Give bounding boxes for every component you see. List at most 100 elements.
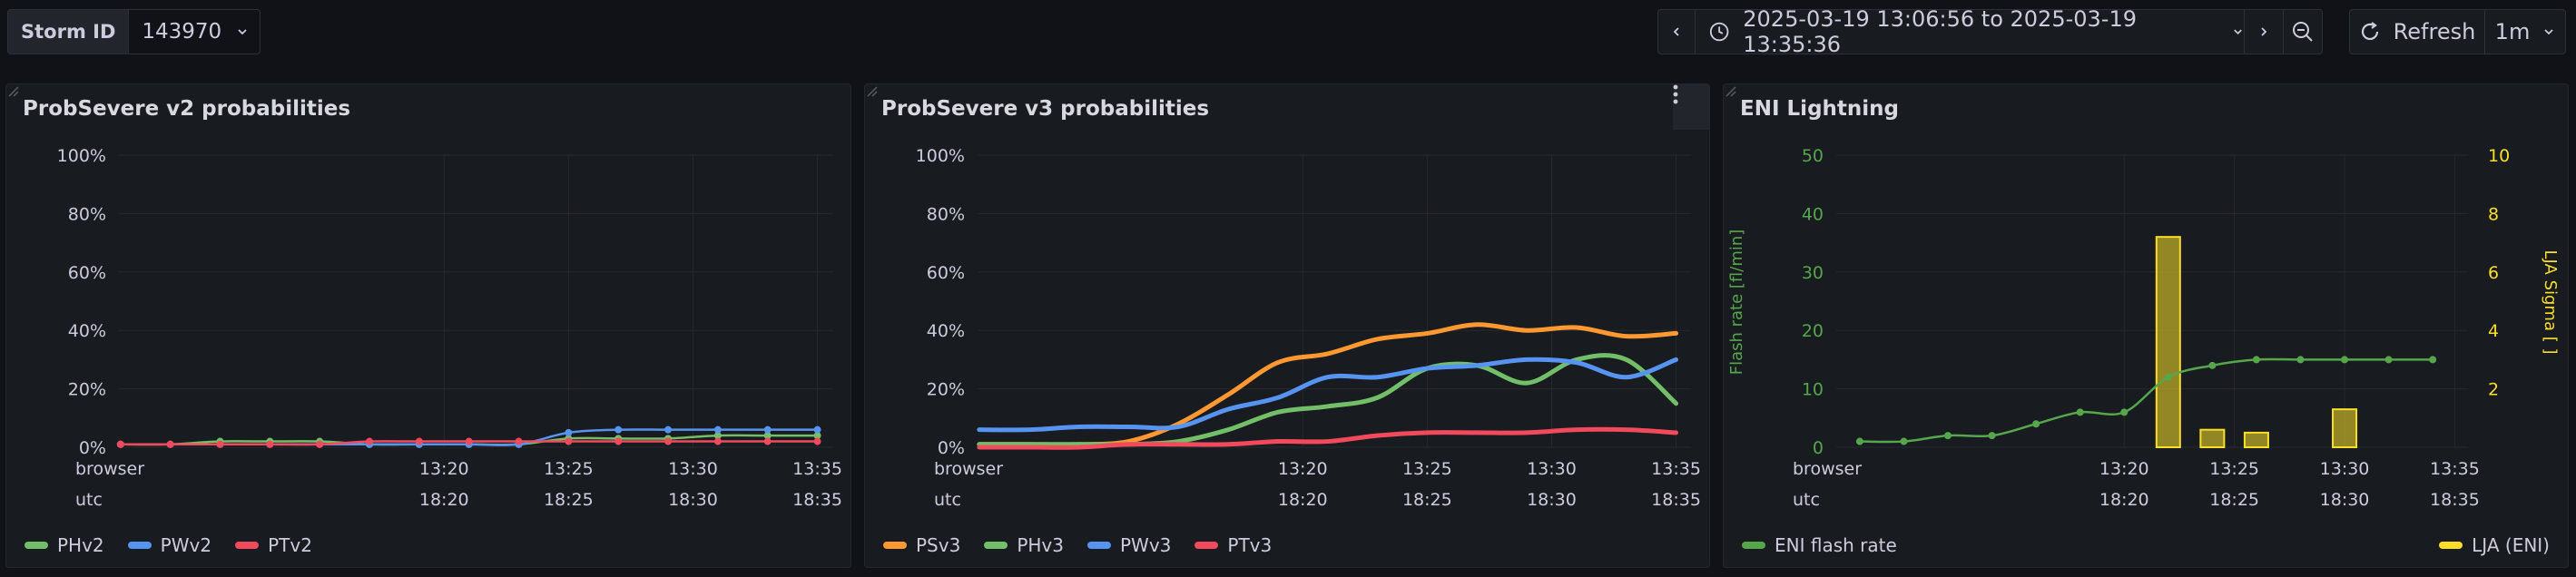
legend-item-pwv2[interactable]: PWv2 [127,534,211,556]
legend-item-psv3[interactable]: PSv3 [883,534,960,556]
storm-id-label: Storm ID [7,9,130,54]
data-point [713,437,722,445]
lja-bar [2332,408,2358,449]
time-range-text: 2025-03-19 13:06:56 to 2025-03-19 13:35:… [1743,6,2137,57]
y2-tick-label: 4 [2488,321,2499,341]
series-line-ptv3 [977,426,1679,450]
data-point [515,437,523,445]
chevron-left-icon [1673,27,1679,36]
refresh-label: Refresh [2393,19,2476,44]
y-tick-label: 60% [927,263,965,283]
refresh-interval-value: 1m [2494,19,2531,44]
data-point [116,440,124,448]
y-tick-label: 20 [1802,321,1824,341]
legend-item-phv2[interactable]: PHv2 [25,534,104,556]
y-tick-label: 40% [927,321,965,341]
y-tick-label: 30 [1802,263,1824,283]
time-back-button[interactable] [1657,9,1696,54]
y-tick-label: 100% [916,146,965,166]
x-tick-label: 13:20 [2099,459,2149,479]
y-axis-title: Flash rate [fl/min] [1727,230,1746,376]
legend-label: PWv3 [1120,534,1172,556]
legend-item-ptv2[interactable]: PTv2 [235,534,312,556]
storm-id-select[interactable]: 143970 [129,9,261,54]
y-tick-label: 10 [1802,380,1824,400]
chevron-down-icon [2544,29,2553,35]
x-tick-label: 13:35 [792,459,842,479]
data-point [813,425,821,434]
legend-item-pwv3[interactable]: PWv3 [1087,534,1171,556]
refresh-icon [2361,22,2378,40]
y2-tick-label: 6 [2488,263,2499,283]
legend-label: PHv2 [57,534,104,556]
legend-item-lja-eni[interactable]: LJA (ENI) [2439,534,2550,556]
data-point [713,432,722,440]
y-tick-label: 0% [938,438,965,458]
panel-menu-button[interactable] [1673,84,1709,130]
y2-tick-label: 2 [2488,380,2499,400]
y-tick-label: 0 [1813,438,1824,458]
x-tick-label: 13:30 [2320,459,2370,479]
zoom-out-icon [2293,22,2313,42]
data-point [763,437,772,445]
data-point [266,440,274,448]
zoom-out-button[interactable] [2283,9,2323,54]
data-point [763,425,772,434]
chart-eni-lightning[interactable]: 0 10 20 30 40 50 13:20 18:20 13:25 18:25 13:30 18:3… [1724,84,2569,568]
resize-handle-icon[interactable] [865,84,878,97]
more-vertical-icon [1673,84,1678,104]
x-tick-label: 13:35 [1651,459,1701,479]
resize-handle-icon[interactable] [1724,84,1736,97]
data-point [763,432,772,440]
x-axis-row-label: utc [75,490,103,510]
legend-label: PHv3 [1017,534,1064,556]
data-point [2384,356,2393,364]
data-point [2164,373,2172,381]
data-point [2032,420,2040,428]
chart-probsevere-v3[interactable]: 0% 20% 40% 60% 80% 100% 13:20 18:20 13:25 18:25 13… [865,84,1710,568]
legend-swatch [883,542,907,549]
data-point [813,432,821,440]
x-tick-label: 13:25 [1402,459,1452,479]
x-tick-label: 13:30 [668,459,718,479]
legend-item-phv3[interactable]: PHv3 [984,534,1064,556]
legend-item-ptv3[interactable]: PTv3 [1195,534,1272,556]
x-tick-label: 13:20 [1278,459,1328,479]
y-tick-label: 80% [927,204,965,224]
legend-right: LJA (ENI) [2439,534,2550,556]
chart-probsevere-v2[interactable]: 0% 20% 40% 60% 80% 100% 13:20 18:20 13:25 18:25 13… [6,84,851,568]
legend-swatch [1087,542,1111,549]
y-tick-label: 40% [68,321,106,341]
data-point [166,440,174,448]
y-tick-label: 50 [1802,146,1824,166]
time-range-picker[interactable]: 2025-03-19 13:06:56 to 2025-03-19 13:35:… [1695,6,2245,57]
data-point [565,428,573,436]
lja-bar [2199,428,2226,448]
legend-item-eni-flash-rate[interactable]: ENI flash rate [1742,534,1897,556]
data-point [366,437,374,445]
y-tick-label: 20% [68,380,106,400]
legend-label: PSv3 [916,534,961,556]
panel-probsevere-v2[interactable]: ProbSevere v2 probabilities 0% 20% 40% 60% 8… [5,83,851,568]
time-forward-button[interactable] [2244,9,2284,54]
resize-handle-icon[interactable] [6,84,19,97]
refresh-button[interactable]: Refresh [2349,9,2485,54]
legend-label: ENI flash rate [1775,534,1897,556]
data-point [2429,356,2437,364]
x-tick-label: 13:20 [419,459,469,479]
panel-probsevere-v3[interactable]: ProbSevere v3 probabilities 0% 20% 40% 60% 8… [864,83,1710,568]
y-tick-label: 20% [927,380,965,400]
x-tick-label-utc: 18:25 [544,490,594,510]
y-tick-label: 60% [68,263,106,283]
panel-eni-lightning[interactable]: ENI Lightning 0 10 20 30 40 50 13:20 18:20 13:25… [1723,83,2569,568]
legend-swatch [127,542,152,549]
refresh-interval-select[interactable]: 1m [2484,9,2566,54]
x-tick-label-utc: 18:35 [792,490,842,510]
chevron-down-icon [2234,29,2242,35]
legend-swatch [1195,542,1219,549]
storm-id-variable: Storm ID 143970 [7,9,261,54]
legend: PHv2 PWv2 PTv2 [25,534,312,556]
dashboard-toolbar: Storm ID 143970 2025-03-19 13:06:56 to 2… [0,0,2576,73]
y-tick-label: 100% [57,146,106,166]
legend-swatch [25,542,48,549]
